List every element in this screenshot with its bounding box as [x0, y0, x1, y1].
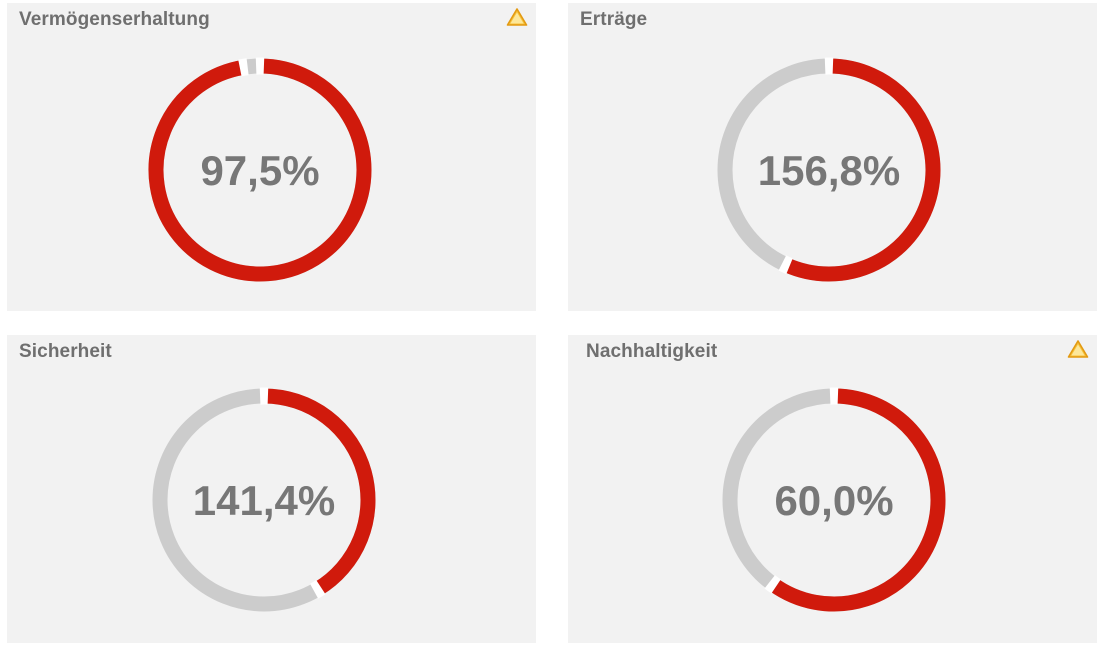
gauge-gap-right — [764, 575, 781, 594]
gauge-filled-arc — [148, 58, 372, 282]
gauge-value-label: 141,4% — [193, 477, 335, 524]
gauge-gap-right — [778, 255, 793, 275]
kpi-panel-ertraege: Erträge 156,8% — [568, 3, 1097, 311]
gauge-filled-arc — [768, 388, 946, 612]
kpi-panel-sicherheit: Sicherheit 141,4% — [7, 335, 536, 643]
donut-gauge: 156,8% — [717, 57, 941, 282]
warning-triangle-icon[interactable] — [506, 7, 528, 27]
panel-title: Nachhaltigkeit — [586, 341, 718, 362]
gauge-filled-arc — [263, 388, 376, 596]
donut-gauge: 141,4% — [152, 387, 376, 612]
kpi-panel-nachhaltigkeit: Nachhaltigkeit 60,0% — [568, 335, 1097, 643]
warning-triangle-icon[interactable] — [1067, 339, 1089, 359]
gauge-value-label: 156,8% — [758, 147, 900, 194]
gauge-filled-arc — [782, 58, 941, 282]
donut-gauge: 60,0% — [722, 387, 946, 612]
gauge-gap-right — [309, 579, 326, 599]
gauge-gap-right — [238, 58, 249, 77]
gauge-value-label: 97,5% — [200, 147, 319, 194]
donut-gauge: 97,5% — [148, 57, 372, 282]
panel-title: Vermögenserhaltung — [19, 9, 210, 30]
gauge-value-label: 60,0% — [774, 477, 893, 524]
kpi-panel-vermoegenserhaltung: Vermögenserhaltung 97,5% — [7, 3, 536, 311]
panel-title: Sicherheit — [19, 341, 112, 362]
panel-title: Erträge — [580, 9, 648, 30]
